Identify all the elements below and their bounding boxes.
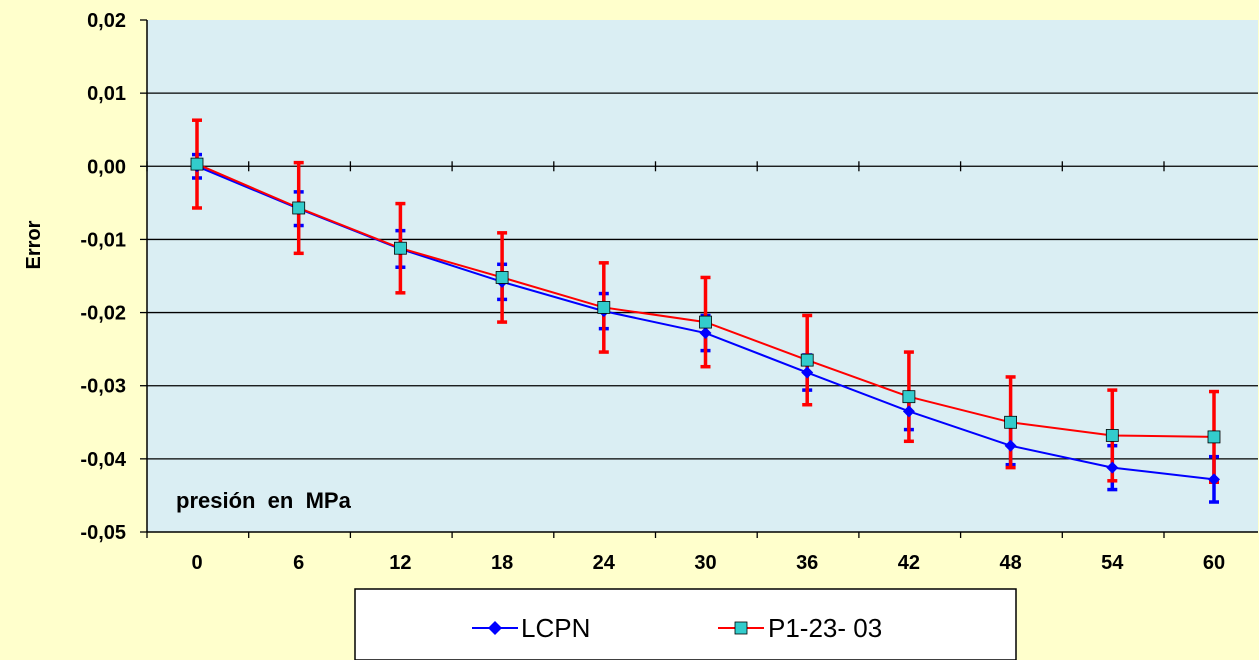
x-tick-label: 24 xyxy=(593,552,616,574)
x-tick-label: 12 xyxy=(389,552,411,574)
legend-marker-p1 xyxy=(734,621,748,635)
series-layer xyxy=(190,118,1221,504)
x-tick-label: 60 xyxy=(1203,552,1225,574)
x-tick-label: 42 xyxy=(898,552,920,574)
y-tick-label: -0,01 xyxy=(80,229,126,251)
x-tick-label: 54 xyxy=(1101,552,1124,574)
x-tick-labels: 0 6 12 18 24 30 36 42 48 54 60 xyxy=(191,552,1225,574)
lcpn-point xyxy=(902,405,915,418)
lcpn-point xyxy=(1208,473,1220,486)
legend-label-lcpn: LCPN xyxy=(521,613,590,643)
y-tick-label: 0,01 xyxy=(87,83,126,105)
x-tick-label: 0 xyxy=(191,552,202,574)
p1-point xyxy=(190,157,204,171)
x-tick-label: 48 xyxy=(999,552,1021,574)
p1-point xyxy=(1004,415,1017,429)
p1-point xyxy=(393,241,407,255)
lcpn-point xyxy=(699,327,712,340)
p1-point xyxy=(699,315,712,329)
y-tick-label: 0,02 xyxy=(87,10,126,32)
p1-point xyxy=(1207,430,1221,444)
y-tick-label: -0,02 xyxy=(80,303,126,325)
y-tick-label: -0,04 xyxy=(80,449,126,471)
legend-marker-lcpn xyxy=(488,621,502,635)
p1-point xyxy=(597,301,611,314)
y-tick-label: -0,05 xyxy=(80,522,126,544)
y-tick-labels: 0,02 0,01 0,00 -0,01 -0,02 -0,03 -0,04 -0,05 xyxy=(80,10,126,544)
x-tick-label: 18 xyxy=(491,552,513,574)
y-tick-label: -0,03 xyxy=(80,376,126,398)
legend: LCPN P1-23- 03 xyxy=(354,588,1017,660)
legend-label-p1: P1-23- 03 xyxy=(768,613,882,643)
p1-point xyxy=(800,353,814,367)
x-tick-label: 30 xyxy=(694,552,716,574)
p1-point xyxy=(495,271,509,284)
y-tick-label: 0,00 xyxy=(87,156,126,178)
pressure-annotation: presión en MPa xyxy=(176,488,352,513)
x-tick-label: 6 xyxy=(293,552,304,574)
p1-point xyxy=(292,201,306,215)
lcpn-point xyxy=(1004,439,1017,452)
axes xyxy=(140,19,1258,538)
p1-point xyxy=(902,390,916,404)
p1-point xyxy=(1105,429,1119,442)
x-tick-label: 36 xyxy=(796,552,818,574)
y-axis-title: Error xyxy=(23,220,45,269)
legend-box xyxy=(354,588,1017,660)
lcpn-point xyxy=(1106,461,1119,474)
lcpn-point xyxy=(801,366,814,379)
